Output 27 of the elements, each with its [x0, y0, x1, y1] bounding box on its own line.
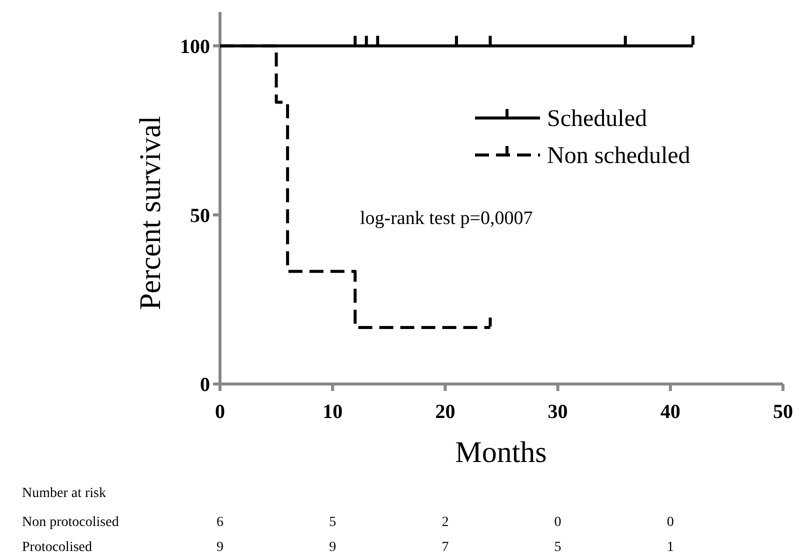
text: 7	[442, 540, 449, 555]
legend-label: Scheduled	[547, 106, 647, 132]
text: 5	[554, 540, 562, 555]
text: 0	[666, 515, 674, 530]
text: 9	[216, 540, 224, 555]
y-axis-title: Percent survival	[134, 116, 167, 310]
text: Number at risk	[22, 486, 106, 501]
x-tick-label: 10	[322, 401, 343, 423]
text: 1	[666, 540, 674, 555]
y-tick-label: 100	[180, 36, 210, 58]
x-tick-label: 50	[773, 401, 793, 423]
text: 2	[442, 515, 449, 530]
text: Protocolised	[22, 540, 92, 555]
x-tick-label: 0	[215, 401, 225, 423]
annotation: log-rank test p=0,0007	[360, 208, 533, 229]
text: 0	[554, 515, 562, 530]
y-tick-label: 50	[190, 204, 210, 227]
y-tick-label: 0	[200, 374, 210, 396]
text: 6	[216, 515, 224, 530]
text: Non protocolised	[22, 515, 119, 530]
text: 5	[329, 515, 336, 530]
x-tick-label: 20	[435, 401, 456, 423]
x-axis-title: Months	[455, 436, 547, 469]
x-tick-label: 30	[548, 401, 568, 423]
text: 9	[329, 540, 336, 555]
legend-label: Non scheduled	[547, 143, 690, 169]
x-tick-label: 40	[660, 401, 680, 423]
